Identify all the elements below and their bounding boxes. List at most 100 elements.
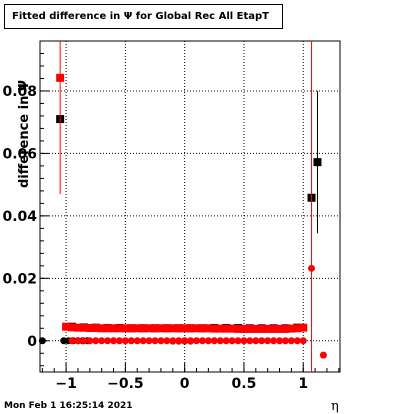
data-point-red-square xyxy=(198,324,207,333)
data-point-red-circle xyxy=(281,337,289,345)
data-point-red-circle xyxy=(127,337,135,345)
x-tick-label: 0 xyxy=(180,376,190,392)
x-tick-label: 0.5 xyxy=(232,376,257,392)
data-point-red-square xyxy=(299,323,308,332)
data-point-red-square xyxy=(263,324,272,333)
data-point-red-circle xyxy=(175,337,183,345)
data-point-red-square xyxy=(68,323,77,332)
data-point-red-square xyxy=(62,322,71,331)
data-point-red-square xyxy=(85,323,94,332)
data-point-red-square xyxy=(97,324,106,333)
data-point-red-square xyxy=(239,324,248,333)
y-tick-label: 0.06 xyxy=(2,146,37,162)
data-point-red-circle xyxy=(104,337,112,345)
data-point-red-square xyxy=(251,324,260,333)
data-point-red-circle xyxy=(115,337,123,345)
data-point-red-square xyxy=(275,324,284,333)
data-point-red-circle xyxy=(198,337,206,345)
data-point-red-square xyxy=(139,324,148,333)
plot-frame xyxy=(39,40,341,373)
data-point-red-square xyxy=(162,324,171,333)
data-point-red-square xyxy=(145,324,154,333)
data-point-red-square xyxy=(115,324,124,333)
data-point-red-square xyxy=(234,324,243,333)
data-point-red-square xyxy=(56,73,65,82)
data-point-red-circle xyxy=(264,337,272,345)
data-point-red-square xyxy=(216,324,225,333)
data-point-red-circle xyxy=(169,337,177,345)
data-point-red-square xyxy=(281,324,290,333)
timestamp: Mon Feb 1 16:25:14 2021 xyxy=(4,401,133,411)
data-point-red-circle xyxy=(80,337,88,345)
x-tick-label: −0.5 xyxy=(107,376,144,392)
data-point-red-square xyxy=(168,324,177,333)
data-point-red-circle xyxy=(193,337,201,345)
data-point-red-circle xyxy=(86,337,94,345)
data-point-red-square xyxy=(121,324,130,333)
x-tick-label: −1 xyxy=(55,376,76,392)
data-point-red-circle xyxy=(157,337,165,345)
data-point-red-circle xyxy=(258,337,266,345)
x-tick-label: 1 xyxy=(298,376,308,392)
y-tick-label: 0.02 xyxy=(2,271,37,287)
data-point-red-circle xyxy=(163,337,171,345)
data-point-red-circle xyxy=(308,264,316,272)
data-point-red-square xyxy=(287,324,296,333)
data-point-red-circle xyxy=(319,351,327,359)
data-point-red-square xyxy=(186,324,195,333)
data-point-red-circle xyxy=(181,337,189,345)
data-point-red-square xyxy=(257,324,266,333)
data-point-red-circle xyxy=(293,337,301,345)
data-point-red-circle xyxy=(133,337,141,345)
data-point-red-square xyxy=(245,324,254,333)
data-point-red-square xyxy=(156,324,165,333)
data-point-red-square xyxy=(73,323,82,332)
data-point-red-circle xyxy=(228,337,236,345)
data-point-red-square xyxy=(109,324,118,333)
data-point-red-circle xyxy=(270,337,278,345)
data-point-red-circle xyxy=(187,337,195,345)
y-tick-label: 0.04 xyxy=(2,209,37,225)
data-point-red-circle xyxy=(276,337,284,345)
data-point-red-circle xyxy=(139,337,147,345)
data-point-red-square xyxy=(228,324,237,333)
data-point-red-square xyxy=(180,324,189,333)
data-point-black-square xyxy=(313,158,322,167)
data-point-red-circle xyxy=(234,337,242,345)
x-axis-label: η xyxy=(331,399,339,414)
data-point-red-circle xyxy=(252,337,260,345)
data-point-red-circle xyxy=(92,337,100,345)
data-point-red-square xyxy=(192,324,201,333)
data-point-red-circle xyxy=(216,337,224,345)
data-point-red-square xyxy=(133,324,142,333)
data-point-red-circle xyxy=(110,337,118,345)
data-point-red-circle xyxy=(204,337,212,345)
y-tick-label: 0 xyxy=(27,334,37,350)
chart-title: Fitted difference in Ψ for Global Rec Al… xyxy=(4,4,283,29)
data-point-black-circle xyxy=(38,337,46,345)
y-tick-label: 0.08 xyxy=(2,84,37,100)
data-point-red-square xyxy=(174,324,183,333)
data-point-red-circle xyxy=(121,337,129,345)
data-point-red-circle xyxy=(98,337,106,345)
data-point-red-circle xyxy=(68,337,76,345)
data-point-red-square xyxy=(222,324,231,333)
data-point-red-circle xyxy=(74,337,82,345)
data-point-red-circle xyxy=(246,337,254,345)
data-point-red-square xyxy=(204,324,213,333)
data-point-red-square xyxy=(210,324,219,333)
data-point-red-square xyxy=(151,324,160,333)
data-point-red-square xyxy=(91,323,100,332)
data-point-red-circle xyxy=(240,337,248,345)
data-point-red-circle xyxy=(210,337,218,345)
data-point-red-square xyxy=(293,324,302,333)
data-point-red-circle xyxy=(222,337,230,345)
data-point-red-square xyxy=(103,324,112,333)
data-point-red-square xyxy=(269,324,278,333)
data-point-red-circle xyxy=(299,337,307,345)
data-point-red-circle xyxy=(145,337,153,345)
data-point-red-circle xyxy=(287,337,295,345)
data-point-red-square xyxy=(127,324,136,333)
data-point-red-square xyxy=(79,323,88,332)
